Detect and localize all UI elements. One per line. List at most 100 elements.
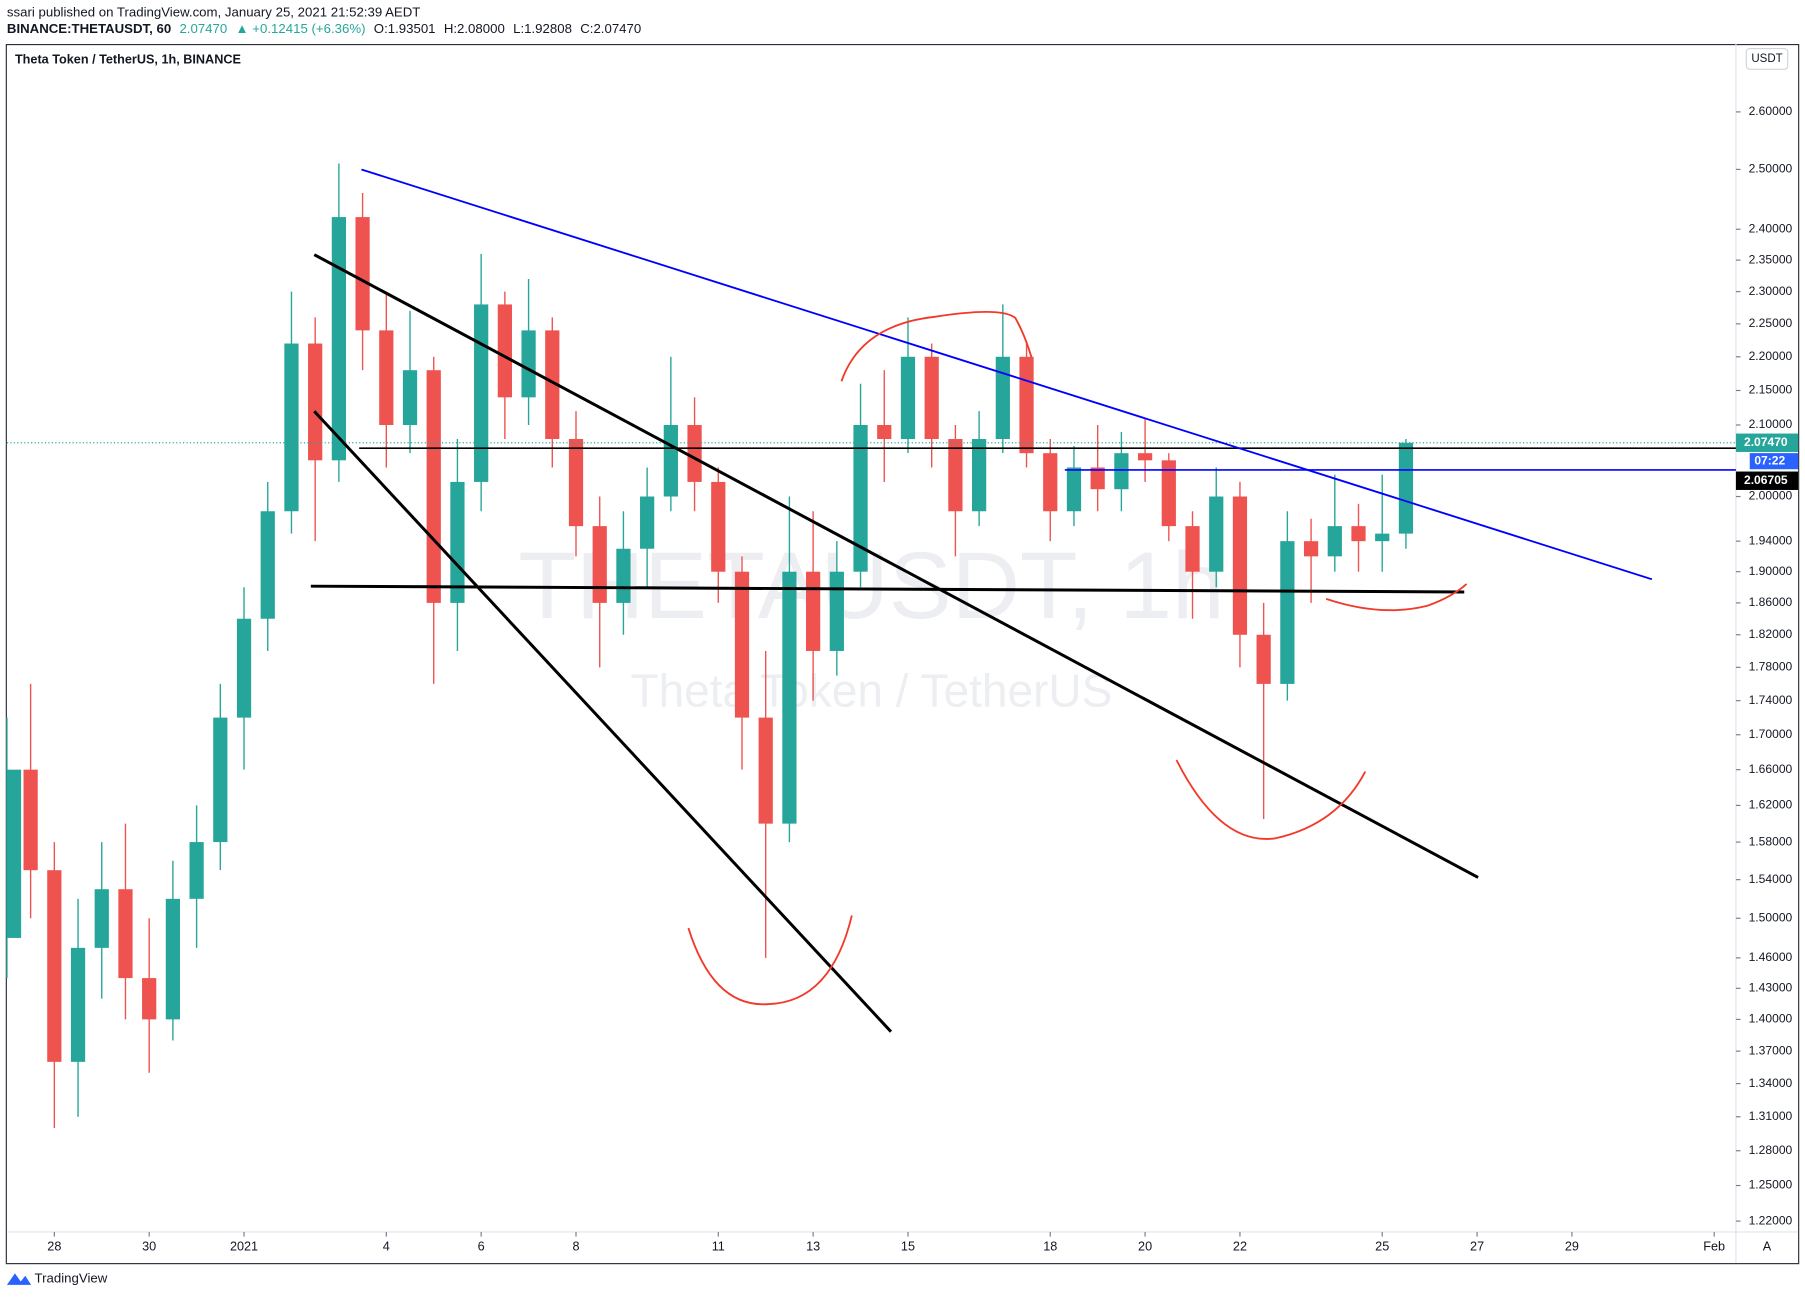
candle-body — [6, 769, 22, 938]
x-tick-label: 27 — [1470, 1239, 1484, 1253]
y-tick-label: 1.58000 — [1749, 834, 1793, 848]
y-tick-label: 1.40000 — [1749, 1012, 1793, 1026]
y-tick-label: 2.40000 — [1749, 221, 1793, 235]
x-tick-label: 4 — [383, 1239, 390, 1253]
candle-body — [900, 356, 916, 440]
open: O:1.93501 — [374, 21, 436, 36]
candle-body — [995, 356, 1010, 440]
y-tick-label: 2.10000 — [1749, 417, 1793, 431]
y-tick-label: 1.86000 — [1749, 595, 1793, 609]
candle-body — [142, 978, 157, 1020]
candle-body — [1114, 453, 1129, 490]
curve — [1175, 759, 1367, 840]
candle-body — [1185, 526, 1200, 572]
drawings — [310, 168, 1736, 1033]
candle-body — [734, 571, 750, 718]
candle-body — [1209, 496, 1224, 572]
x-tick-label: 15 — [901, 1239, 915, 1253]
candle-body — [1090, 467, 1105, 490]
candle-body — [663, 424, 678, 497]
curve — [1325, 583, 1468, 612]
candle-body — [118, 889, 133, 979]
candle-body — [687, 424, 702, 482]
y-tick-label: 1.62000 — [1749, 798, 1793, 812]
candle-body — [1303, 541, 1319, 557]
watermark-sub: Theta Token / TetherUS — [630, 665, 1112, 717]
y-tick-label: 1.22000 — [1749, 1213, 1793, 1227]
candle-body — [545, 330, 560, 440]
candle-body — [806, 571, 821, 651]
horizontal-line — [310, 584, 1465, 594]
curve — [687, 915, 853, 1006]
auto-button[interactable] — [1755, 1236, 1779, 1258]
y-tick-label: 2.20000 — [1749, 349, 1793, 363]
y-tick-label: 1.90000 — [1749, 564, 1793, 578]
candle-body — [355, 217, 370, 331]
candle-body — [1137, 453, 1153, 461]
x-tick-label: 20 — [1138, 1239, 1152, 1253]
candle-body — [1375, 533, 1390, 542]
candle-body — [236, 618, 252, 718]
y-tick-label: 1.82000 — [1749, 627, 1793, 641]
candle-body — [402, 370, 418, 425]
candle-body — [70, 947, 86, 1062]
candle-body — [189, 842, 204, 899]
chart-title: Theta Token / TetherUS, 1h, BINANCE — [15, 52, 241, 66]
candle-body — [474, 304, 489, 482]
brand: TradingView — [35, 1271, 108, 1286]
candle-body — [497, 304, 512, 398]
candle-body — [47, 870, 62, 1062]
low: L:1.92808 — [513, 21, 572, 36]
change: ▲ +0.12415 (+6.36%) — [236, 21, 366, 36]
x-tick-label: 8 — [572, 1239, 579, 1253]
y-tick-label: 1.34000 — [1749, 1076, 1793, 1090]
y-tick-label: 2.35000 — [1749, 252, 1793, 266]
candle-body — [1327, 526, 1342, 557]
x-tick-label: 18 — [1043, 1239, 1057, 1253]
y-tick-label: 1.54000 — [1749, 872, 1793, 886]
last-price-label: 2.07470 — [1744, 435, 1788, 449]
x-tick-label: 25 — [1375, 1239, 1389, 1253]
candle-body — [711, 481, 726, 572]
x-tick-label: 22 — [1233, 1239, 1247, 1253]
candle-body — [165, 898, 181, 1020]
y-tick-label: 1.70000 — [1749, 727, 1793, 741]
high: H:2.08000 — [444, 21, 505, 36]
candle-body — [640, 496, 655, 549]
x-tick-label: 28 — [47, 1239, 61, 1253]
y-tick-label: 2.50000 — [1749, 162, 1793, 176]
y-tick-label: 1.25000 — [1749, 1178, 1793, 1192]
price-line-label: 2.06705 — [1744, 473, 1788, 487]
candle-body — [924, 356, 939, 440]
y-tick-label: 1.74000 — [1749, 693, 1793, 707]
publisher-line: ssari published on TradingView.com, Janu… — [7, 4, 420, 19]
candle-body — [877, 424, 892, 440]
y-tick-label: 2.60000 — [1749, 104, 1793, 118]
candle-body — [331, 217, 346, 461]
trend-line — [361, 168, 1653, 581]
currency-button[interactable] — [1745, 48, 1789, 70]
candle-body — [616, 548, 631, 603]
trend-line — [313, 410, 893, 1033]
symbol-line: BINANCE:THETAUSDT, 60 2.07470 ▲ +0.12415… — [7, 21, 641, 36]
candle-body — [260, 511, 275, 619]
candle-body — [971, 439, 987, 512]
countdown-tag — [1749, 453, 1799, 470]
candle-body — [450, 481, 465, 603]
candle-body — [1351, 526, 1366, 542]
y-tick-label: 1.78000 — [1749, 660, 1793, 674]
y-tick-label: 1.43000 — [1749, 980, 1793, 994]
candle-body — [1280, 541, 1295, 684]
last-price-tag — [1735, 433, 1799, 452]
candle-body — [1161, 460, 1176, 527]
candle-body — [308, 343, 323, 461]
curve — [840, 311, 1033, 382]
candle-body — [1398, 442, 1414, 534]
candle-body — [1256, 634, 1271, 684]
countdown-label: 07:22 — [1754, 453, 1785, 467]
frame — [5, 43, 1800, 1265]
auto-label: A — [1763, 1239, 1772, 1253]
